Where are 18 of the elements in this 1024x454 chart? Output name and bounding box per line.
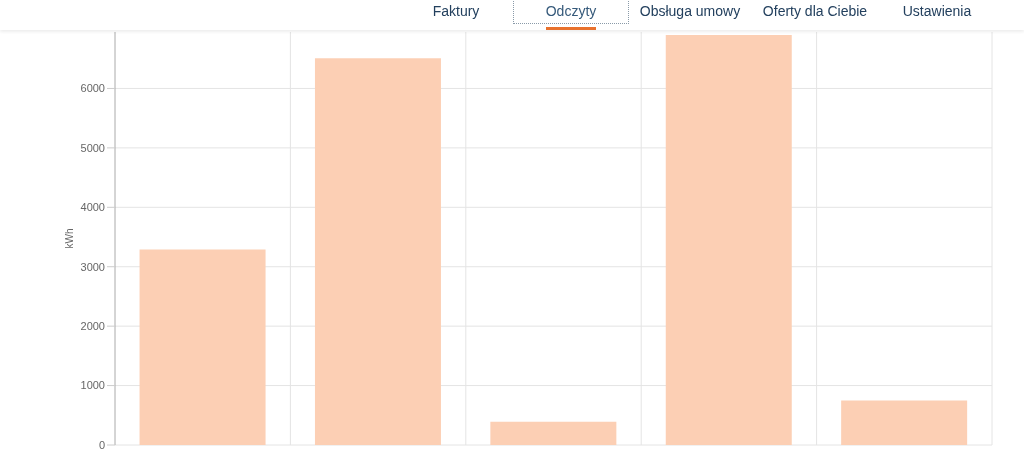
text: Odczyty xyxy=(545,3,597,19)
y-tick-label: 1000 xyxy=(80,379,105,392)
text: Ustawienia xyxy=(902,3,972,19)
y-tick-label: 5000 xyxy=(80,141,105,154)
bar xyxy=(490,421,617,445)
y-tick-label: 4000 xyxy=(80,201,105,214)
bar xyxy=(665,34,792,445)
y-tick-label: 2000 xyxy=(80,320,105,333)
y-tick-label: 3000 xyxy=(80,260,105,273)
bar xyxy=(314,58,441,445)
bar xyxy=(841,400,968,445)
y-axis-title: kWh xyxy=(63,228,75,249)
text: Oferty dla Ciebie xyxy=(762,3,868,19)
y-tick-label: 6000 xyxy=(80,82,105,95)
y-tick-label: 0 xyxy=(98,438,105,451)
bar xyxy=(139,249,266,445)
text: Obsługa umowy xyxy=(639,3,741,19)
text: Faktury xyxy=(432,3,480,19)
